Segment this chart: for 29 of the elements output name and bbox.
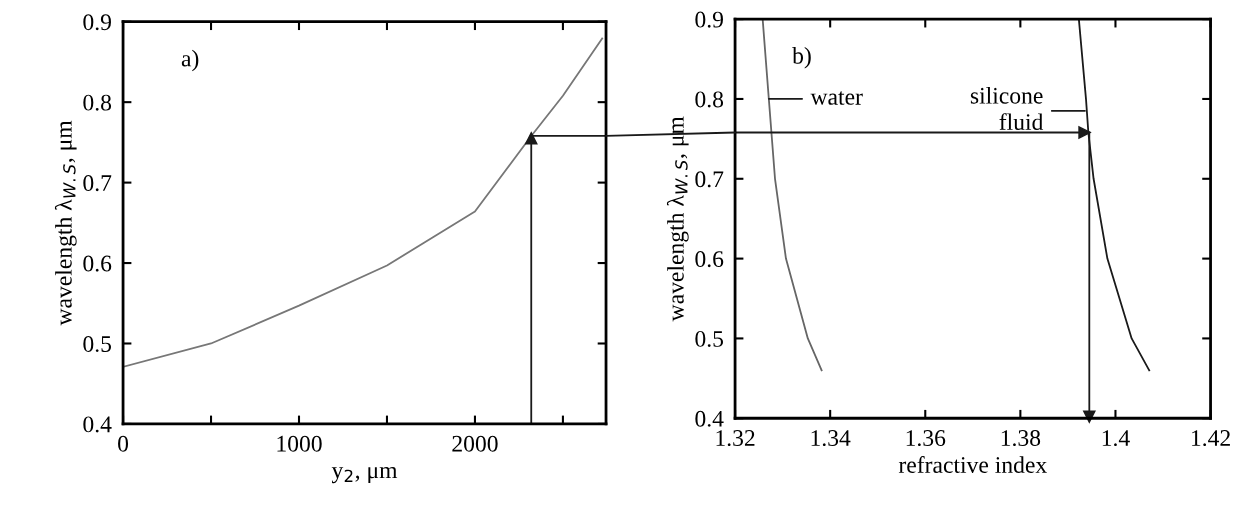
x-tick-label: 1000 [277, 435, 322, 452]
x-tick-label: 0 [118, 435, 129, 452]
y-tick-label: 0.8 [695, 91, 724, 108]
y-axis-title: wavelength λ$_{W.S}$, μm [54, 120, 77, 326]
y-tick-label: 0.4 [83, 416, 112, 433]
y-tick-label: 0.6 [695, 251, 724, 268]
annotation: a) [181, 49, 199, 72]
y-tick-label: 0.6 [83, 255, 112, 272]
x-tick-label: 1.36 [906, 430, 946, 447]
annotation: silicone fluid [970, 87, 1044, 130]
y-axis-title: wavelength λ$_{W.S}$, μm [666, 116, 689, 322]
x-tick-label: 1.4 [1102, 430, 1130, 447]
x-axis-title: y$_{2}$, μm [331, 466, 398, 484]
y-tick-label: 0.5 [695, 330, 724, 347]
x-tick-label: 1.38 [1001, 430, 1041, 447]
y-tick-label: 0.9 [83, 14, 111, 31]
x-axis-title: refractive index [898, 456, 1047, 473]
x-tick-label: 1.42 [1191, 430, 1230, 447]
y-tick-label: 0.5 [83, 335, 112, 353]
x-tick-label: 2000 [452, 435, 498, 452]
x-tick-label: 1.32 [716, 430, 755, 447]
annotation: b) [792, 47, 811, 69]
y-tick-label: 0.9 [695, 11, 723, 28]
y-tick-label: 0.8 [83, 94, 112, 111]
annotation: water [810, 91, 863, 105]
y-tick-label: 0.7 [695, 171, 724, 188]
y-tick-label: 0.7 [83, 175, 112, 192]
x-tick-label: 1.34 [811, 430, 851, 447]
y-tick-label: 0.4 [695, 410, 724, 427]
